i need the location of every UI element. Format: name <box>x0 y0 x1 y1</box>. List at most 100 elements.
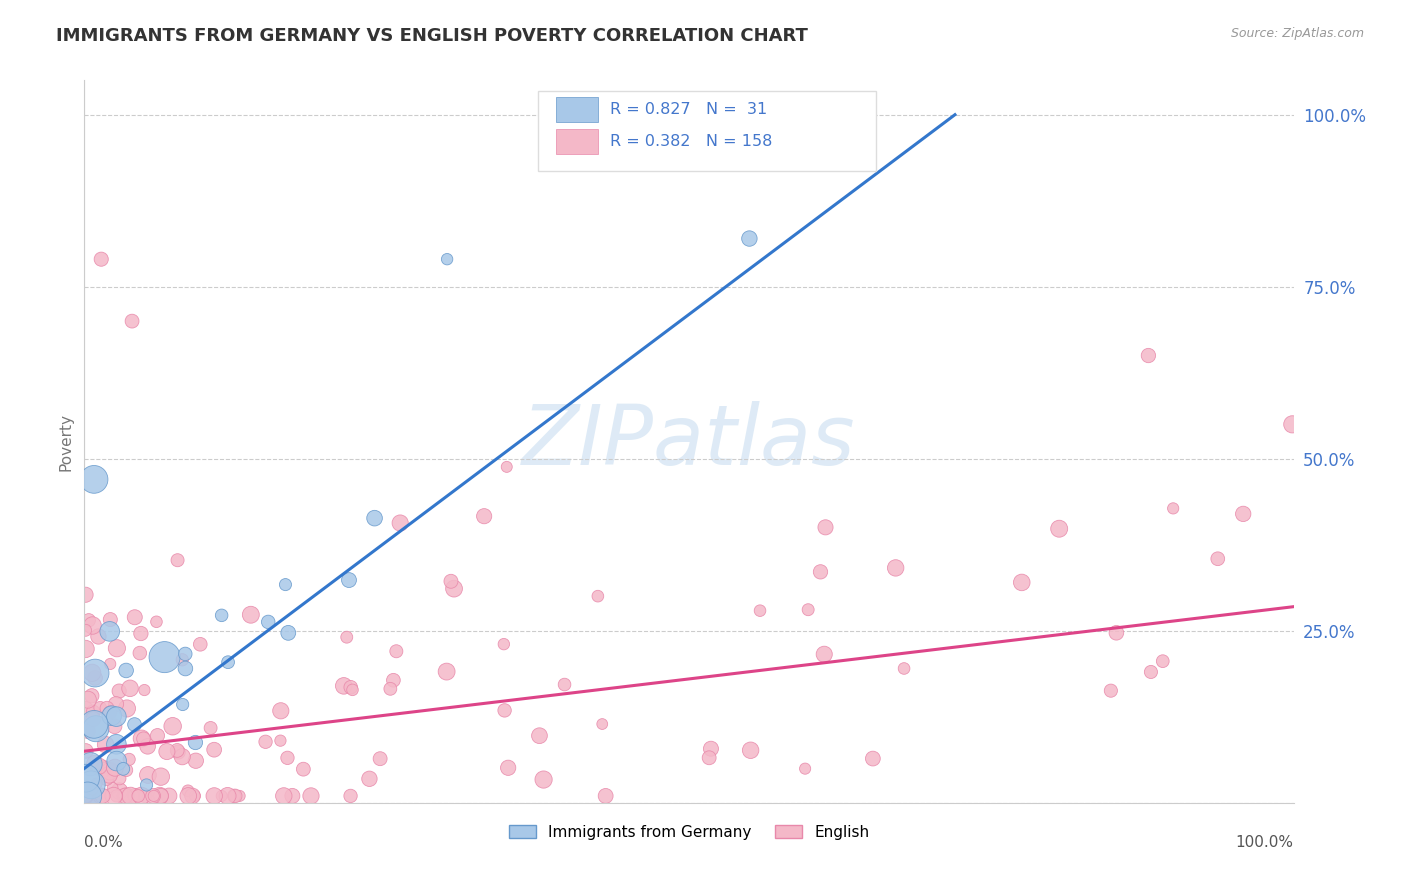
Point <box>105 754 128 768</box>
Point <box>75 780 97 794</box>
Point <box>89 789 111 803</box>
Point <box>112 762 135 776</box>
Point <box>1047 522 1070 536</box>
Point <box>174 647 197 661</box>
Point <box>76 789 98 803</box>
Point <box>90 252 112 267</box>
Point <box>83 789 105 803</box>
Point <box>80 689 103 703</box>
Point <box>862 751 884 765</box>
Point <box>281 789 304 803</box>
Point <box>124 789 146 803</box>
Point <box>1152 654 1174 668</box>
Point <box>105 709 128 723</box>
Point <box>893 661 915 675</box>
FancyBboxPatch shape <box>538 91 876 170</box>
Point <box>127 789 149 803</box>
Point <box>75 789 97 803</box>
Point <box>98 706 121 720</box>
Point <box>76 789 98 803</box>
Point <box>211 789 233 803</box>
Point <box>273 789 295 803</box>
Point <box>103 719 125 733</box>
Point <box>82 782 104 797</box>
Point <box>76 789 98 803</box>
Point <box>98 613 121 627</box>
Point <box>276 751 298 765</box>
Point <box>84 666 107 681</box>
Point <box>124 717 146 731</box>
Point <box>333 679 356 693</box>
Point <box>105 789 128 803</box>
Point <box>103 789 125 803</box>
Point <box>131 731 153 746</box>
Point <box>810 565 832 579</box>
Point <box>75 702 97 716</box>
Point <box>135 778 157 792</box>
Point <box>1161 501 1184 516</box>
Point <box>254 735 277 749</box>
Point <box>1281 417 1303 432</box>
Point <box>166 743 188 757</box>
Point <box>79 789 101 803</box>
Point <box>93 760 115 774</box>
Point <box>292 762 315 776</box>
Point <box>342 682 364 697</box>
Point <box>105 641 128 656</box>
Point <box>82 705 104 719</box>
Point <box>115 701 138 715</box>
Point <box>436 252 458 267</box>
Point <box>472 509 495 524</box>
Point <box>75 744 97 758</box>
Point <box>76 789 98 803</box>
Point <box>359 772 381 786</box>
Point <box>813 647 835 661</box>
Point <box>257 615 280 629</box>
Point <box>118 681 141 696</box>
Text: 100.0%: 100.0% <box>1236 835 1294 850</box>
Point <box>84 671 107 685</box>
Legend: Immigrants from Germany, English: Immigrants from Germany, English <box>502 819 876 846</box>
Point <box>76 692 98 706</box>
Point <box>91 789 114 803</box>
Text: IMMIGRANTS FROM GERMANY VS ENGLISH POVERTY CORRELATION CHART: IMMIGRANTS FROM GERMANY VS ENGLISH POVER… <box>56 27 808 45</box>
Point <box>75 588 97 602</box>
Point <box>84 722 107 736</box>
Point <box>100 708 122 723</box>
Point <box>98 768 121 782</box>
Point <box>75 771 97 785</box>
Point <box>270 704 292 718</box>
Point <box>380 681 402 696</box>
Point <box>385 644 408 658</box>
Text: Source: ZipAtlas.com: Source: ZipAtlas.com <box>1230 27 1364 40</box>
Point <box>363 511 385 525</box>
Point <box>98 657 121 671</box>
Point <box>167 745 190 759</box>
Point <box>96 701 118 715</box>
Text: ZIPatlas: ZIPatlas <box>522 401 856 482</box>
Point <box>94 738 117 752</box>
FancyBboxPatch shape <box>555 128 599 154</box>
Point <box>436 665 458 679</box>
Point <box>149 789 172 803</box>
Point <box>749 604 772 618</box>
Point <box>172 653 194 667</box>
Point <box>82 665 104 680</box>
Point <box>211 608 233 623</box>
Point <box>339 789 361 803</box>
Point <box>134 683 156 698</box>
Point <box>108 684 131 698</box>
Point <box>89 700 111 714</box>
Point <box>228 789 250 803</box>
Point <box>274 577 297 591</box>
Point <box>108 772 131 786</box>
Point <box>181 789 204 803</box>
Point <box>277 625 299 640</box>
Point <box>200 721 222 735</box>
Point <box>174 661 197 675</box>
Point <box>157 789 180 803</box>
Point <box>134 789 156 803</box>
Point <box>121 314 143 328</box>
Point <box>172 698 194 712</box>
Point <box>75 624 97 638</box>
